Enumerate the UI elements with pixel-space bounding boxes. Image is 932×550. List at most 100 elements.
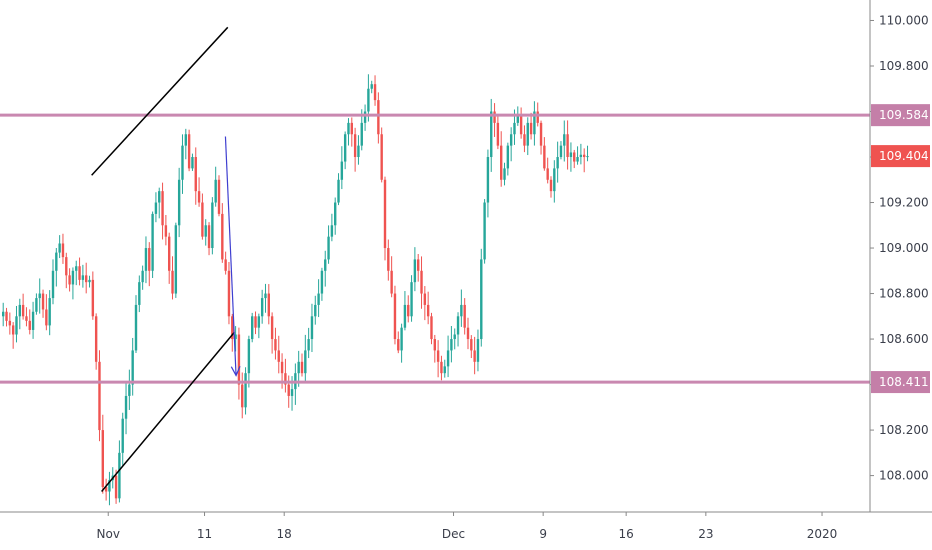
- candle-body: [241, 384, 244, 408]
- candle-body: [267, 293, 270, 317]
- candle-body: [353, 134, 357, 158]
- candle-body: [138, 282, 141, 305]
- price-tick-label: 110.000: [879, 13, 929, 27]
- candle-body: [543, 145, 546, 169]
- candle-body: [436, 350, 440, 362]
- candle-body: [98, 361, 101, 431]
- candle-body: [287, 384, 290, 396]
- candle-body: [327, 236, 330, 260]
- time-tick-label: 23: [698, 527, 713, 541]
- candle-body: [363, 111, 367, 123]
- candle-body: [324, 259, 327, 271]
- time-tick-label: 2020: [807, 527, 838, 541]
- candle-body: [217, 179, 221, 214]
- candle-body: [397, 339, 400, 351]
- candle-body: [65, 257, 68, 276]
- candle-body: [430, 316, 433, 340]
- candle-body: [516, 116, 519, 123]
- candle-body: [340, 161, 344, 180]
- candle-body: [201, 202, 204, 237]
- price-tick-label: 108.000: [879, 469, 929, 483]
- time-tick-label: 9: [539, 527, 547, 541]
- candle-body: [533, 111, 536, 135]
- price-badges-group: 109.584 109.404 108.411: [871, 104, 930, 394]
- candle-body: [5, 311, 8, 321]
- candle-body: [61, 243, 65, 258]
- candle-body: [104, 486, 108, 492]
- candle-body: [71, 270, 75, 285]
- time-tick-label: Dec: [442, 527, 465, 541]
- candle-body: [493, 111, 496, 123]
- candle-body: [566, 134, 569, 158]
- candle-body: [423, 293, 427, 305]
- candle-body: [171, 270, 174, 294]
- candle-body: [343, 134, 347, 162]
- candle-body: [446, 350, 450, 367]
- candle-body: [579, 154, 583, 158]
- candle-body: [270, 316, 274, 340]
- price-tick-label: 109.800: [879, 59, 929, 73]
- time-tick-label: Nov: [97, 527, 120, 541]
- candle-body: [470, 339, 473, 351]
- candle-body: [51, 270, 55, 299]
- candle-body: [334, 202, 337, 226]
- candle-body: [443, 366, 446, 374]
- candle-body: [81, 275, 85, 280]
- candle-body: [563, 134, 566, 146]
- candle-body: [393, 293, 397, 340]
- candle-body: [227, 270, 231, 317]
- candle-body: [191, 157, 194, 169]
- candle-body: [254, 316, 257, 328]
- candle-body: [277, 350, 280, 362]
- price-axis-background[interactable]: [870, 0, 932, 550]
- candle-body: [407, 304, 410, 317]
- candle-body: [177, 179, 181, 226]
- price-tick-label: 108.800: [879, 287, 929, 301]
- candle-body: [164, 225, 168, 237]
- candle-body: [506, 145, 510, 169]
- time-axis[interactable]: Nov 11 18 Dec 9 16 23 2020: [97, 512, 838, 541]
- candle-body: [483, 202, 486, 260]
- candle-body: [58, 243, 61, 253]
- candle-body: [486, 157, 490, 203]
- time-tick-label: 11: [197, 527, 212, 541]
- candle-body: [231, 316, 234, 340]
- candle-body: [519, 116, 523, 135]
- candle-body: [131, 350, 134, 385]
- candle-body: [91, 279, 95, 317]
- candle-body: [68, 275, 71, 285]
- candle-body: [128, 384, 131, 396]
- candle-body: [573, 152, 576, 162]
- candle-body: [280, 361, 284, 374]
- candle-body: [264, 293, 267, 299]
- candle-body: [463, 304, 466, 328]
- candle-body: [85, 275, 88, 283]
- candle-body: [330, 225, 334, 237]
- trendline-lower: [101, 331, 235, 493]
- candle-body: [509, 134, 513, 146]
- candle-body: [420, 270, 423, 294]
- candle-body: [583, 154, 586, 158]
- candle-body: [211, 202, 214, 249]
- candle-body: [194, 157, 197, 192]
- candle-body: [377, 100, 380, 135]
- candle-body: [450, 339, 453, 351]
- candle-body: [237, 334, 241, 385]
- price-badge-label: 109.404: [879, 149, 929, 163]
- candle-body: [168, 236, 171, 271]
- candle-body: [108, 480, 111, 492]
- candle-body: [184, 134, 187, 146]
- projection-arrow-group: [224, 136, 241, 377]
- candle-body: [290, 389, 294, 396]
- candle-body: [297, 361, 300, 374]
- candle-body: [148, 248, 151, 271]
- candle-body: [453, 334, 456, 340]
- candle-body: [314, 304, 317, 317]
- candle-body: [304, 350, 307, 374]
- candle-body: [134, 304, 138, 351]
- candle-body: [317, 293, 320, 305]
- candle-body: [8, 320, 12, 326]
- price-badge-label: 109.584: [879, 108, 929, 122]
